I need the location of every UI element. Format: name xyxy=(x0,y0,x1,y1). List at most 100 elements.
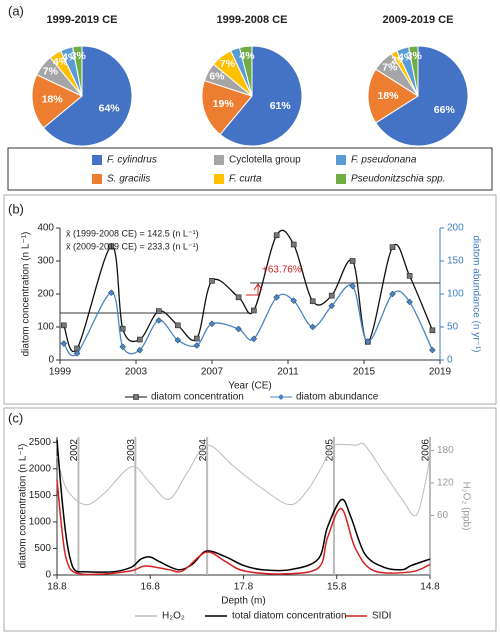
x-tick-label: 2015 xyxy=(353,367,376,378)
legend-swatch xyxy=(336,174,346,184)
point xyxy=(73,350,81,357)
y-tick-label: 400 xyxy=(37,223,54,234)
point xyxy=(209,277,215,284)
point xyxy=(155,317,163,324)
point xyxy=(108,243,115,249)
year-marker-label: 2006 xyxy=(421,439,432,462)
slice-label: 3% xyxy=(71,50,87,62)
pie-slice xyxy=(219,45,303,147)
point xyxy=(389,290,396,298)
pie-slice xyxy=(201,79,253,136)
x-tick-label: 1999 xyxy=(49,367,72,378)
year-marker-label: 2003 xyxy=(126,439,137,462)
pie-slice xyxy=(72,45,83,97)
panel-box xyxy=(3,407,497,632)
x-tick-label: 2007 xyxy=(201,367,224,378)
legend-swatch xyxy=(92,174,102,184)
legend-label: H₂O₂ xyxy=(162,611,185,622)
point xyxy=(60,340,68,347)
slice-label: 19% xyxy=(213,98,235,110)
y-tick-label: 2000 xyxy=(29,463,52,474)
point xyxy=(328,292,335,299)
slice-label: 18% xyxy=(377,90,399,102)
legend-label: total diatom concentration xyxy=(232,611,347,622)
x-tick-label: 15.8 xyxy=(327,582,347,593)
legend-label: diatom concentration xyxy=(151,392,244,403)
point xyxy=(235,325,242,333)
point xyxy=(309,298,316,305)
point xyxy=(60,322,67,329)
panel-label: (a) xyxy=(8,3,24,18)
pie-slice xyxy=(42,45,133,147)
x-tick-label: 2011 xyxy=(277,367,299,378)
point xyxy=(194,335,200,342)
y-tick-label: 1500 xyxy=(29,490,52,501)
point xyxy=(429,346,436,354)
point xyxy=(174,336,182,344)
point xyxy=(364,338,372,345)
slice-label: 18% xyxy=(42,94,64,106)
y-tick-label: 100 xyxy=(37,322,54,333)
y2-tick-label: 200 xyxy=(447,223,464,234)
point xyxy=(175,322,181,329)
pie-slice xyxy=(408,45,419,97)
point xyxy=(208,320,216,328)
x-axis-label: Year (CE) xyxy=(228,381,272,392)
y2-axis-label: diatom abundance (n yr⁻¹) xyxy=(470,235,481,352)
y2-tick-label: 60 xyxy=(437,510,449,521)
slice-label: 3% xyxy=(407,50,423,62)
point xyxy=(273,232,280,239)
pie-slice xyxy=(375,45,469,147)
slice-label: 7% xyxy=(220,58,236,70)
pie-slice xyxy=(367,68,419,124)
panel-label: (b) xyxy=(8,201,24,216)
y-tick-label: 500 xyxy=(34,543,51,554)
slice-label: 61% xyxy=(270,100,292,112)
point xyxy=(290,297,298,304)
year-marker-label: 2005 xyxy=(325,439,336,462)
point xyxy=(389,244,396,250)
x-tick-label: 2003 xyxy=(125,367,148,378)
point xyxy=(309,323,317,331)
legend-label: F. pseudonana xyxy=(351,155,417,166)
point xyxy=(193,342,201,349)
y-tick-label: 200 xyxy=(37,289,54,300)
y-axis-label: diatom concentration (n L⁻¹) xyxy=(21,232,32,357)
pie-slice xyxy=(31,74,83,129)
annotation: +63.76% xyxy=(262,265,302,276)
panel-box xyxy=(3,194,497,405)
point xyxy=(406,273,413,279)
legend-label: S. gracilis xyxy=(107,174,150,185)
series-line xyxy=(56,479,431,576)
series-line xyxy=(56,442,431,517)
pie-title: 1999-2008 CE xyxy=(217,14,288,26)
y2-tick-label: 0 xyxy=(447,355,453,366)
point xyxy=(290,241,297,248)
point xyxy=(137,336,143,343)
y2-tick-label: 180 xyxy=(437,445,454,456)
point xyxy=(349,258,356,264)
y-axis-label: diatom concentration (n L⁻¹) xyxy=(18,444,29,569)
legend-marker xyxy=(133,394,139,400)
point xyxy=(136,346,144,354)
legend-swatch xyxy=(336,155,346,165)
slice-label: 7% xyxy=(43,65,59,77)
point xyxy=(406,298,413,306)
legend-label: F. curta xyxy=(229,174,262,185)
annotation: x̄ (1999-2008 CE) = 142.5 (n L⁻¹) xyxy=(66,228,199,238)
panel-label: (c) xyxy=(8,410,23,425)
slice-label: 4% xyxy=(239,50,255,62)
y2-tick-label: 50 xyxy=(447,322,459,333)
legend-swatch xyxy=(214,155,224,165)
point xyxy=(250,335,258,343)
legend-label: Cyclotella group xyxy=(229,155,301,166)
x-tick-label: 16.8 xyxy=(141,582,161,593)
point xyxy=(251,307,257,314)
legend-label: F. cylindrus xyxy=(107,155,157,166)
slice-label: 6% xyxy=(209,71,225,83)
slice-label: 7% xyxy=(382,61,398,73)
y-tick-label: 1000 xyxy=(29,517,52,528)
legend-label: SIDI xyxy=(372,611,391,622)
legend-box xyxy=(7,147,493,191)
